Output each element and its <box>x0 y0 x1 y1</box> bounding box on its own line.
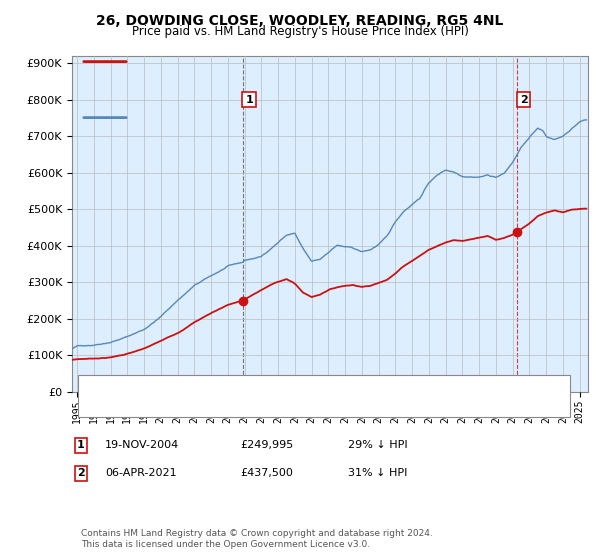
Text: Contains HM Land Registry data © Crown copyright and database right 2024.
This d: Contains HM Land Registry data © Crown c… <box>81 529 433 549</box>
Text: 26, DOWDING CLOSE, WOODLEY, READING, RG5 4NL (detached house): 26, DOWDING CLOSE, WOODLEY, READING, RG5… <box>135 381 506 391</box>
Text: 06-APR-2021: 06-APR-2021 <box>105 468 176 478</box>
Text: 26, DOWDING CLOSE, WOODLEY, READING, RG5 4NL: 26, DOWDING CLOSE, WOODLEY, READING, RG5… <box>97 14 503 28</box>
Text: 19-NOV-2004: 19-NOV-2004 <box>105 440 179 450</box>
Text: 29% ↓ HPI: 29% ↓ HPI <box>348 440 407 450</box>
Text: 1: 1 <box>245 95 253 105</box>
Text: 2: 2 <box>77 468 85 478</box>
Text: 1: 1 <box>77 440 85 450</box>
Text: 2: 2 <box>520 95 527 105</box>
Bar <box>243 56 517 392</box>
Text: 31% ↓ HPI: 31% ↓ HPI <box>348 468 407 478</box>
Text: Price paid vs. HM Land Registry's House Price Index (HPI): Price paid vs. HM Land Registry's House … <box>131 25 469 38</box>
Text: £249,995: £249,995 <box>240 440 293 450</box>
Text: £437,500: £437,500 <box>240 468 293 478</box>
Text: HPI: Average price, detached house, Wokingham: HPI: Average price, detached house, Woki… <box>135 400 389 410</box>
